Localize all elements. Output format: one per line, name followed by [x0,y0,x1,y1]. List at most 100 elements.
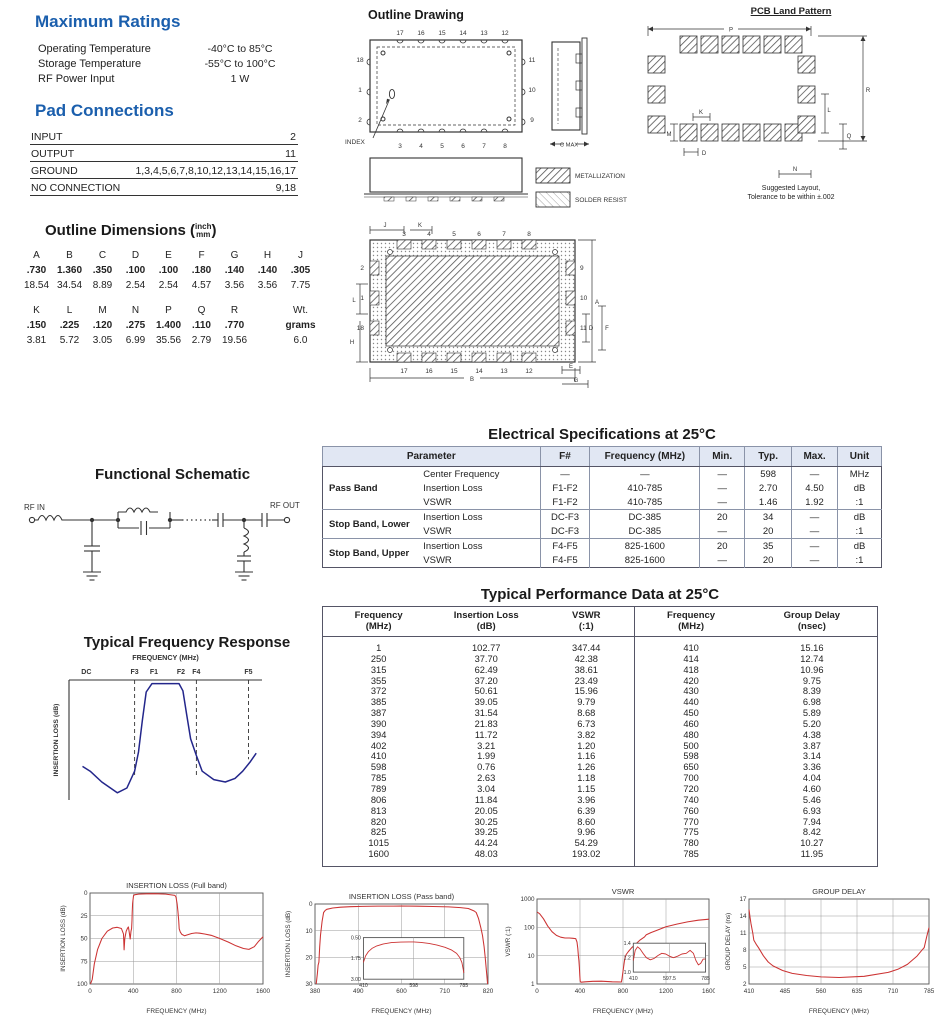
metallization-swatch [535,167,571,184]
svg-text:598: 598 [409,983,418,989]
svg-text:2: 2 [358,117,362,124]
table-row: 394 11.72 3.82 480 4.38 [370,729,821,741]
top-view [366,39,526,139]
front-view [364,157,528,202]
rating-row: RF Power Input 1 W [38,73,250,85]
svg-text:H: H [350,340,354,346]
svg-text:17: 17 [400,368,408,375]
svg-text:410: 410 [359,983,368,989]
pad-connection-row: NO CONNECTION 9,18 [30,179,298,196]
table-row: Insertion Loss F1-F2 410-785—2.70 4.50 dB [323,481,882,495]
solder-resist-swatch [535,191,571,208]
svg-text:2: 2 [360,265,364,272]
svg-text:490: 490 [353,988,364,995]
chart-vswr: VSWR 0 400 800 1200 1600 1 10 100 1000 FREQUENCY (… [503,886,716,1023]
column-header: Insertion Loss (dB) [434,606,539,637]
dimension-block: K L M N P Q R Wt. .150.225.120.275 1.400.110.770 g… [26,305,316,346]
electrical-specs-title: Electrical Specifications at 25°C [488,426,716,443]
rating-row: Storage Temperature -55°C to 100°C [38,58,276,70]
svg-text:50: 50 [80,936,88,943]
max-ratings-list: Operating Temperature -40°C to 85°C Storag… [38,42,300,87]
pcb-caption: Suggested Layout, Tolerance to be within… [747,185,835,201]
svg-text:GROUP DELAY (ns): GROUP DELAY (ns) [725,913,732,970]
svg-text:75: 75 [80,958,88,965]
table-row: 385 39.05 9.79 440 6.98 [370,697,821,709]
svg-text:0.50: 0.50 [351,935,361,941]
svg-text:5: 5 [440,143,444,150]
functional-schematic-drawing: RF IN RF OUT [24,501,300,581]
table-row: 1 102.77 347.44 410 15.16 [376,643,824,654]
svg-text:A: A [595,300,599,306]
svg-text:F5: F5 [244,669,252,676]
svg-text:INSERTION LOSS (dB): INSERTION LOSS (dB) [53,704,60,777]
svg-text:FREQUENCY (MHz): FREQUENCY (MHz) [132,653,199,662]
svg-text:9: 9 [580,265,584,272]
column-header: Typ. [744,446,793,467]
svg-text:1.75: 1.75 [351,956,361,962]
vswr-svg: VSWR 0 400 800 1200 1600 1 10 100 1000 FREQUENCY (… [505,887,716,1015]
svg-text:14: 14 [739,913,747,920]
svg-text:14: 14 [475,368,483,375]
column-header: Min. [699,446,746,467]
svg-text:L: L [352,298,356,304]
svg-text:820: 820 [483,988,494,995]
table-row: VSWR F4-F5 825-1600—20—:1 [323,553,882,568]
svg-text:1000: 1000 [520,896,535,903]
svg-text:1: 1 [358,87,362,94]
svg-text:8: 8 [503,143,507,150]
svg-text:16: 16 [417,30,425,37]
table-row: VSWR DC-F3 DC-385—20—:1 [323,524,882,539]
svg-text:N: N [793,167,797,173]
rf-out-label: RF OUT [270,501,300,510]
table-row: 789 3.04 1.15 720 4.60 [370,783,821,795]
group_delay-svg: GROUP DELAY 410 485 560 635 710 785 2 5 8 11 14 17 FR… [725,887,935,1015]
svg-text:10: 10 [528,87,536,94]
svg-text:11: 11 [740,930,747,937]
table-row: 402 3.21 1.20 500 3.87 [370,740,821,752]
svg-text:400: 400 [128,988,139,995]
table-row: Stop Band, Upper Insertion Loss F4-F5 825-1… [322,538,882,568]
svg-text:13: 13 [500,368,508,375]
svg-text:18: 18 [356,57,364,64]
svg-text:14: 14 [459,30,467,37]
table-row: 410 1.99 1.16 598 3.14 [370,751,821,763]
table-row: 387 31.54 8.68 450 5.89 [370,708,821,719]
table-row: 355 37.20 23.49 420 9.75 [370,675,821,687]
table-row: VSWR F1-F2 410-785—1.46 1.92:1 [323,495,882,510]
table-row: 806 11.84 3.96 740 5.46 [370,794,821,806]
svg-text:INSERTION LOSS (Pass band): INSERTION LOSS (Pass band) [349,892,455,901]
table-row: 785 2.63 1.18 700 4.04 [370,773,821,784]
svg-text:J: J [384,223,387,229]
svg-text:1200: 1200 [213,988,228,995]
svg-text:2: 2 [743,981,747,988]
svg-text:F2: F2 [177,669,185,676]
electrical-specs-table: Parameter F# Frequency (MHz) Min. Typ. Max. Un… [322,446,882,568]
chart-group-delay: GROUP DELAY 410 485 560 635 710 785 2 5 8 11 14 17 FR… [723,886,939,1023]
dimension-block: A B C D E F G H J .730 1.360.350.100.100.180.140.1… [23,250,311,291]
svg-text:VSWR (:1): VSWR (:1) [505,926,512,956]
svg-text:20: 20 [305,955,313,962]
svg-text:635: 635 [852,988,863,995]
svg-text:F4: F4 [192,669,200,676]
pcb-dimension-lines [647,26,867,178]
svg-text:410: 410 [744,988,755,995]
svg-text:1: 1 [360,295,364,302]
svg-text:VSWR: VSWR [612,887,635,896]
svg-text:R: R [866,88,871,94]
pad-connections-title: Pad Connections [35,101,174,120]
outline-drawing-title: Outline Drawing [368,8,464,22]
svg-text:G: G [574,378,579,384]
svg-text:B: B [470,377,474,383]
table-row: 825 39.25 9.96 775 8.42 [370,827,821,839]
pcb-land-pattern-drawing: P R K L M D N Q [647,26,871,178]
svg-text:410: 410 [629,976,638,982]
svg-text:1600: 1600 [256,988,271,995]
svg-text:100: 100 [524,925,535,932]
svg-text:F1: F1 [150,669,158,676]
svg-text:D: D [589,326,594,332]
svg-text:0: 0 [535,988,539,995]
svg-text:4: 4 [419,143,423,150]
chart-insertion-loss-full-band: INSERTION LOSS (Full band) 0 400 800 1200 160… [58,880,273,1023]
svg-text:100: 100 [77,981,88,988]
svg-text:380: 380 [310,988,321,995]
